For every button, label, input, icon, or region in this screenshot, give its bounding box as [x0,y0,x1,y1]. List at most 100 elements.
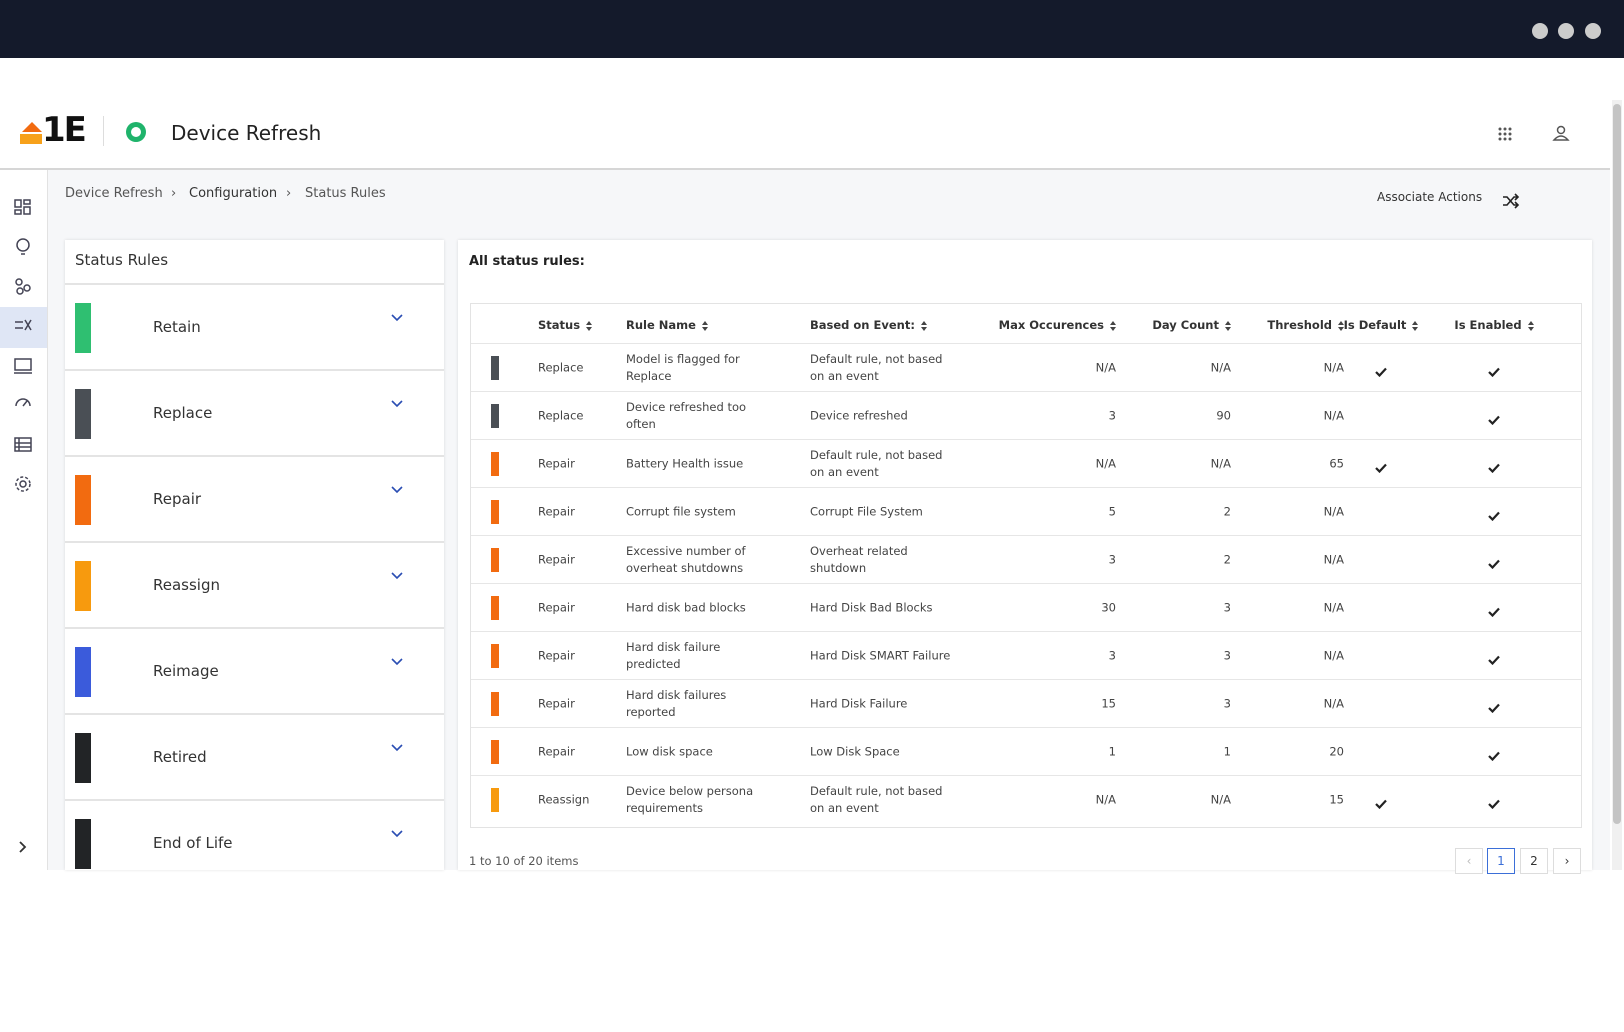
expand-chevron[interactable] [391,565,403,584]
table-cell: Repair [538,744,575,758]
sort-icon[interactable] [1225,320,1231,331]
table-cell: 20 [1329,744,1344,758]
table-cell: Device below persona requirements [626,783,754,815]
column-header[interactable]: Day Count [1121,318,1231,332]
table-cell: 1 [1108,744,1116,758]
column-header[interactable]: Based on Event: [810,318,970,332]
status-color [491,788,499,812]
status-item[interactable]: Replace [65,369,444,457]
table-cell: 15 [1101,696,1116,710]
column-header[interactable]: Rule Name [626,318,786,332]
user-button[interactable] [1552,124,1570,142]
status-item[interactable]: Retired [65,713,444,801]
expand-sidebar[interactable] [18,840,28,854]
status-item[interactable]: Repair [65,455,444,543]
table-cell: N/A [1323,360,1344,374]
column-header[interactable]: Max Occurences [971,318,1116,332]
status-color [491,740,499,764]
table-cell: Repair [538,504,575,518]
table-cell: Low disk space [626,744,713,758]
table-cell: Replace [538,360,584,374]
sort-icon[interactable] [1110,320,1116,331]
table-cell: Device refreshed too often [626,399,747,431]
table-cell: N/A [1323,504,1344,518]
expand-chevron[interactable] [391,737,403,756]
table-cell: Hard Disk SMART Failure [810,648,951,662]
sort-icon[interactable] [701,320,708,331]
expand-chevron[interactable] [391,651,403,670]
breadcrumb-link[interactable]: Configuration [189,186,278,201]
status-item[interactable]: Reimage [65,627,444,715]
status-label: Retired [153,748,207,766]
status-color [75,819,91,869]
table-cell: 3 [1223,696,1231,710]
status-item[interactable]: End of Life [65,799,444,870]
sort-icon[interactable] [1527,320,1534,331]
rules-panel: All status rules: Status Rule Name Based o… [458,240,1592,870]
breadcrumb-link[interactable]: Device Refresh [65,186,163,201]
column-header[interactable]: Threshold [1231,318,1344,332]
table-cell: Hard disk failures reported [626,687,727,719]
status-color [491,452,499,476]
expand-chevron[interactable] [391,479,403,498]
status-color [491,548,499,572]
expand-chevron[interactable] [391,307,403,326]
check-icon [1439,650,1549,669]
window-bar [0,0,1624,58]
table-row: Repair Hard disk failures reported Hard Di… [471,679,1581,727]
table-row: Repair Hard disk bad blocks Hard Disk Bad … [471,583,1581,631]
logo-text: 1E [42,110,87,150]
table-cell: Repair [538,552,575,566]
status-label: Repair [153,490,202,508]
check-icon [1439,410,1549,429]
expand-chevron[interactable] [391,823,403,842]
table-cell: N/A [1095,456,1116,470]
table-cell: Low Disk Space [810,744,900,758]
nav-icons[interactable] [13,198,33,498]
window-dot [1532,23,1548,39]
next-page[interactable]: › [1553,848,1581,874]
table-cell: Battery Health issue [626,456,744,470]
check-icon [1331,458,1431,477]
table-cell: N/A [1323,648,1344,662]
table-row: Repair Excessive number of overheat shutd… [471,535,1581,583]
status-color [491,644,499,668]
check-icon [1439,602,1549,621]
table-cell: Replace [538,408,584,422]
status-label: Reassign [153,576,220,594]
status-item[interactable]: Retain [65,283,444,371]
breadcrumb-sep: › [171,186,177,201]
table-cell: Hard disk failure predicted [626,639,721,671]
status-color [491,356,499,380]
table-row: Replace Model is flagged for Replace Defau… [471,343,1581,391]
breadcrumb-sep: › [286,186,292,201]
expand-chevron[interactable] [391,393,403,412]
header-text: Day Count [1152,318,1219,332]
table-cell: Default rule, not based on an event [810,447,943,479]
breadcrumb-current: Status Rules [305,186,386,201]
page-button[interactable]: 1 [1487,848,1515,874]
shuffle-icon[interactable] [1502,193,1520,209]
table-cell: Repair [538,600,575,614]
apps-button[interactable] [1497,126,1513,142]
associate-actions[interactable]: Associate Actions [1377,190,1483,204]
header-text: Status [538,318,581,332]
sort-icon[interactable] [920,320,927,331]
page-button[interactable]: 2 [1520,848,1548,874]
table-cell: 1 [1223,744,1231,758]
divider [103,116,104,146]
sort-icon[interactable] [1412,320,1419,331]
table-cell: 2 [1223,504,1231,518]
table-cell: Excessive number of overheat shutdowns [626,543,746,575]
prev-page[interactable]: ‹ [1455,848,1483,874]
column-header[interactable]: Is Default [1331,318,1431,332]
sort-icon[interactable] [586,320,593,331]
app-title: Device Refresh [171,121,322,145]
check-icon [1439,458,1549,477]
column-header[interactable]: Status [538,318,608,332]
column-header[interactable]: Is Enabled [1439,318,1549,332]
status-item[interactable]: Reassign [65,541,444,629]
table-cell: 5 [1108,504,1116,518]
sort-icon[interactable] [1338,320,1344,331]
status-color [75,561,91,611]
